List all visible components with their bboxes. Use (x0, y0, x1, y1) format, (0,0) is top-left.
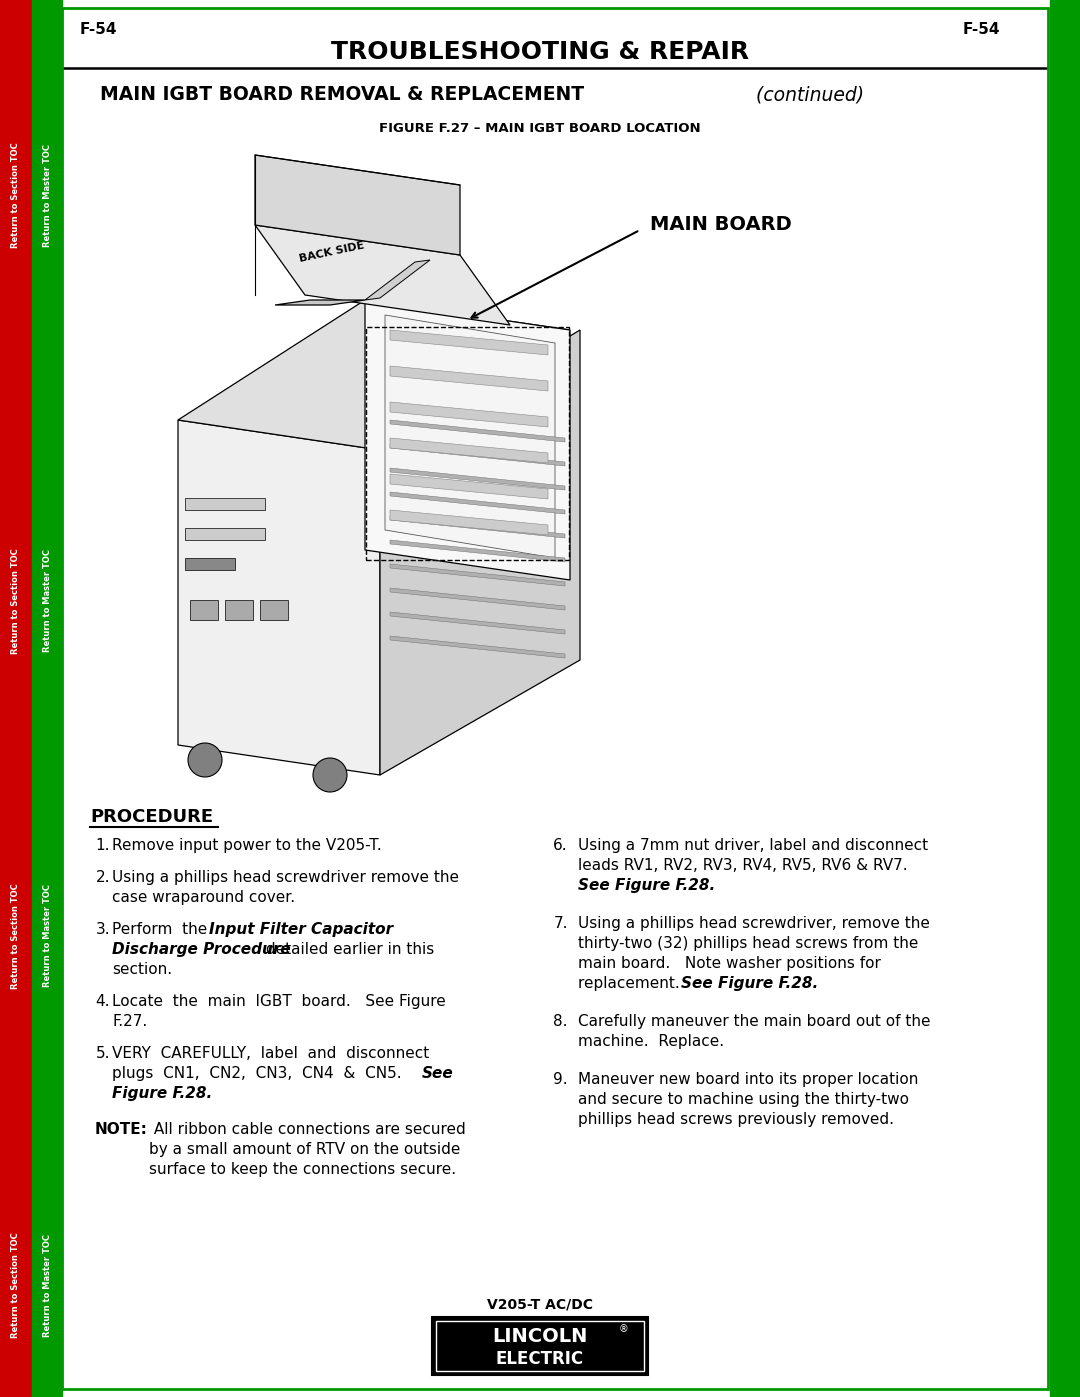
Polygon shape (255, 155, 460, 256)
Text: 1.: 1. (95, 838, 110, 854)
Text: Locate  the  main  IGBT  board.   See Figure: Locate the main IGBT board. See Figure (112, 995, 446, 1009)
Bar (32, 0, 62, 1397)
Text: 9.: 9. (553, 1071, 568, 1087)
Bar (436, 1322, 644, 1370)
Polygon shape (275, 300, 365, 305)
Polygon shape (390, 402, 548, 427)
Text: Return to Master TOC: Return to Master TOC (42, 144, 52, 247)
Text: 5.: 5. (95, 1046, 110, 1060)
Text: replacement.: replacement. (578, 977, 689, 990)
Polygon shape (390, 444, 565, 467)
Polygon shape (390, 588, 565, 610)
Bar (185, 557, 235, 570)
Text: plugs  CN1,  CN2,  CN3,  CN4  &  CN5.: plugs CN1, CN2, CN3, CN4 & CN5. (112, 1066, 416, 1081)
Circle shape (313, 759, 347, 792)
Text: 8.: 8. (554, 1014, 568, 1030)
Text: V205-T AC/DC: V205-T AC/DC (487, 1298, 593, 1312)
Text: Return to Master TOC: Return to Master TOC (42, 1234, 52, 1337)
Polygon shape (390, 636, 565, 658)
Text: Using a phillips head screwdriver, remove the: Using a phillips head screwdriver, remov… (578, 916, 930, 930)
Polygon shape (390, 330, 548, 355)
Bar (260, 599, 288, 620)
Text: (continued): (continued) (750, 85, 864, 105)
Text: LINCOLN: LINCOLN (492, 1327, 588, 1347)
Text: PROCEDURE: PROCEDURE (90, 807, 213, 826)
Polygon shape (390, 612, 565, 634)
Text: Figure F.28.: Figure F.28. (112, 1085, 213, 1101)
Text: TROUBLESHOOTING & REPAIR: TROUBLESHOOTING & REPAIR (330, 41, 750, 64)
Text: All ribbon cable connections are secured: All ribbon cable connections are secured (149, 1122, 465, 1137)
Text: MAIN BOARD: MAIN BOARD (650, 215, 792, 235)
Text: Input Filter Capacitor: Input Filter Capacitor (210, 922, 393, 937)
Text: 7.: 7. (554, 916, 568, 930)
Text: case wraparound cover.: case wraparound cover. (112, 890, 295, 905)
Text: Return to Section TOC: Return to Section TOC (12, 548, 21, 654)
Polygon shape (390, 510, 548, 535)
Text: Perform  the: Perform the (112, 922, 217, 937)
Polygon shape (390, 366, 548, 391)
Bar (1050, 0, 1080, 1397)
Text: phillips head screws previously removed.: phillips head screws previously removed. (578, 1112, 894, 1127)
Text: Return to Section TOC: Return to Section TOC (12, 883, 21, 989)
Text: 3.: 3. (95, 922, 110, 937)
Polygon shape (390, 492, 565, 514)
Text: 6.: 6. (553, 838, 568, 854)
Text: F-54: F-54 (80, 22, 118, 38)
Text: 2.: 2. (95, 870, 110, 886)
Polygon shape (365, 260, 430, 300)
Text: Return to Master TOC: Return to Master TOC (42, 549, 52, 652)
Polygon shape (390, 420, 565, 441)
Text: See Figure F.28.: See Figure F.28. (578, 877, 715, 893)
Text: ®: ® (619, 1324, 629, 1334)
Polygon shape (390, 515, 565, 538)
Text: Return to Section TOC: Return to Section TOC (12, 1232, 21, 1338)
Text: F-54: F-54 (962, 22, 1000, 38)
Text: machine.  Replace.: machine. Replace. (578, 1034, 724, 1049)
Polygon shape (178, 300, 570, 450)
Text: main board.   Note washer positions for: main board. Note washer positions for (578, 956, 881, 971)
Text: surface to keep the connections secure.: surface to keep the connections secure. (149, 1162, 456, 1178)
Text: ELECTRIC: ELECTRIC (496, 1350, 584, 1368)
Text: by a small amount of RTV on the outside: by a small amount of RTV on the outside (149, 1141, 460, 1157)
Bar (225, 599, 253, 620)
Text: thirty-two (32) phillips head screws from the: thirty-two (32) phillips head screws fro… (578, 936, 918, 951)
Polygon shape (390, 541, 565, 562)
Text: VERY  CAREFULLY,  label  and  disconnect: VERY CAREFULLY, label and disconnect (112, 1046, 429, 1060)
Text: BACK SIDE: BACK SIDE (298, 240, 365, 264)
Bar (185, 528, 265, 541)
Text: Using a 7mm nut driver, label and disconnect: Using a 7mm nut driver, label and discon… (578, 838, 928, 854)
Text: Remove input power to the V205-T.: Remove input power to the V205-T. (112, 838, 381, 854)
Polygon shape (390, 474, 548, 499)
Text: leads RV1, RV2, RV3, RV4, RV5, RV6 & RV7.: leads RV1, RV2, RV3, RV4, RV5, RV6 & RV7… (578, 858, 907, 873)
Text: F.27.: F.27. (112, 1014, 147, 1030)
Bar (185, 497, 265, 510)
Polygon shape (178, 420, 380, 775)
Polygon shape (390, 468, 565, 490)
Bar (190, 599, 218, 620)
Text: See Figure F.28.: See Figure F.28. (681, 977, 819, 990)
Polygon shape (255, 225, 510, 326)
Text: Using a phillips head screwdriver remove the: Using a phillips head screwdriver remove… (112, 870, 459, 886)
Polygon shape (384, 314, 555, 557)
Text: Return to Master TOC: Return to Master TOC (42, 884, 52, 988)
Text: See: See (422, 1066, 454, 1081)
Polygon shape (365, 300, 570, 580)
Polygon shape (390, 564, 565, 585)
Text: detailed earlier in this: detailed earlier in this (261, 942, 434, 957)
Text: Maneuver new board into its proper location: Maneuver new board into its proper locat… (578, 1071, 918, 1087)
Polygon shape (380, 330, 580, 775)
Bar (432, 1317, 648, 1375)
Text: MAIN IGBT BOARD REMOVAL & REPLACEMENT: MAIN IGBT BOARD REMOVAL & REPLACEMENT (100, 85, 584, 105)
Text: Discharge Procedure: Discharge Procedure (112, 942, 291, 957)
Circle shape (188, 743, 222, 777)
Text: 4.: 4. (95, 995, 110, 1009)
Text: section.: section. (112, 963, 172, 977)
Text: FIGURE F.27 – MAIN IGBT BOARD LOCATION: FIGURE F.27 – MAIN IGBT BOARD LOCATION (379, 122, 701, 134)
Text: Return to Section TOC: Return to Section TOC (12, 142, 21, 249)
Text: NOTE:: NOTE: (95, 1122, 148, 1137)
Polygon shape (390, 439, 548, 462)
Text: and secure to machine using the thirty-two: and secure to machine using the thirty-t… (578, 1092, 909, 1106)
Bar (0, 0, 32, 1397)
Text: Carefully maneuver the main board out of the: Carefully maneuver the main board out of… (578, 1014, 931, 1030)
